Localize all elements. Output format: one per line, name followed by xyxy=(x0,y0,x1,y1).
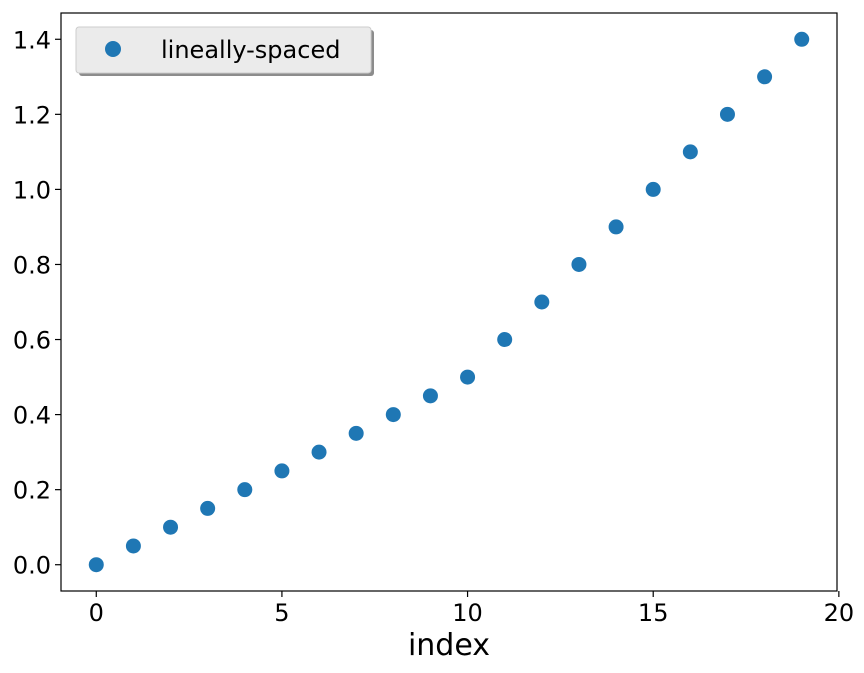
legend: lineally-spaced xyxy=(75,26,374,76)
y-tick-label: 0.6 xyxy=(13,327,51,355)
x-axis: 0 5 10 15 20 xyxy=(89,591,854,627)
y-tick-label: 0.8 xyxy=(13,251,51,279)
x-tick-label: 15 xyxy=(638,599,669,627)
data-point xyxy=(274,463,290,479)
legend-marker xyxy=(105,41,121,57)
data-point xyxy=(311,444,327,460)
y-axis: 0.0 0.2 0.4 0.6 0.8 1.0 1.2 1.4 xyxy=(13,26,61,580)
data-point xyxy=(645,181,661,197)
data-point xyxy=(348,425,364,441)
data-point xyxy=(534,294,550,310)
x-tick-label: 5 xyxy=(274,599,289,627)
x-tick-label: 0 xyxy=(89,599,104,627)
legend-label: lineally-spaced xyxy=(161,36,340,64)
data-point xyxy=(125,538,141,554)
y-tick-label: 0.4 xyxy=(13,402,51,430)
data-points xyxy=(88,31,810,573)
legend-box xyxy=(75,26,372,74)
y-tick-label: 1.2 xyxy=(13,101,51,129)
y-tick-label: 0.2 xyxy=(13,477,51,505)
data-point xyxy=(794,31,810,47)
plot-area xyxy=(60,12,838,592)
data-point xyxy=(163,519,179,535)
data-point xyxy=(460,369,476,385)
data-point xyxy=(422,388,438,404)
x-axis-label: index xyxy=(408,628,490,663)
data-point xyxy=(200,500,216,516)
data-point xyxy=(88,557,104,573)
data-point xyxy=(237,482,253,498)
data-point xyxy=(571,256,587,272)
data-point xyxy=(757,69,773,85)
x-tick-label: 20 xyxy=(824,599,855,627)
data-point xyxy=(682,144,698,160)
x-tick-label: 10 xyxy=(452,599,483,627)
data-point xyxy=(497,332,513,348)
data-point xyxy=(385,407,401,423)
y-tick-label: 1.0 xyxy=(13,176,51,204)
data-point xyxy=(608,219,624,235)
y-tick-label: 0.0 xyxy=(13,552,51,580)
y-tick-label: 1.4 xyxy=(13,26,51,54)
data-point xyxy=(719,106,735,122)
